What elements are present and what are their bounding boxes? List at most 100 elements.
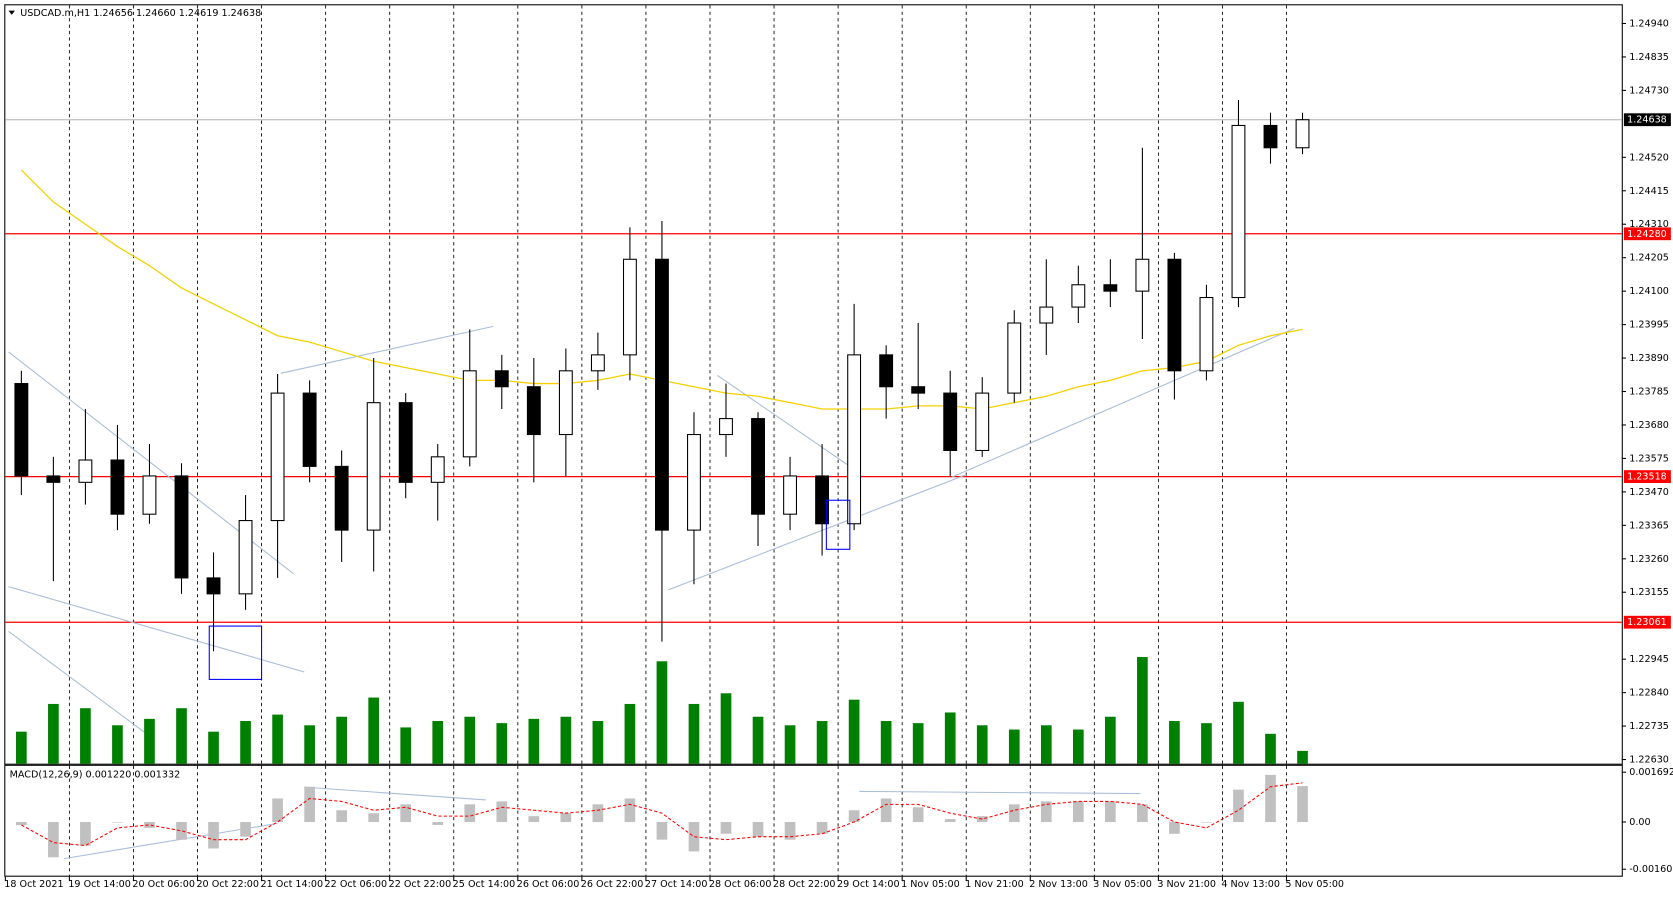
candle-body [622, 258, 637, 356]
candle-body [1071, 284, 1086, 308]
x-tick-label: 3 Nov 21:00 [1157, 879, 1216, 890]
current-price-bg [1623, 113, 1671, 127]
macd-bar [528, 816, 540, 823]
volume-bar [1169, 721, 1180, 764]
macd-bar [496, 801, 508, 823]
macd-bar [336, 810, 347, 823]
trendline [717, 374, 855, 470]
macd-y-tick-label: 0.00 [1629, 817, 1650, 828]
volume-bar [16, 731, 27, 764]
volume-bar [464, 716, 476, 764]
volume-bar [176, 708, 187, 764]
volume-bar [240, 721, 251, 764]
annotations [8, 10, 851, 680]
x-tick-label: 22 Oct 22:00 [389, 879, 452, 890]
macd-bar [976, 816, 988, 823]
dropdown-icon [8, 10, 15, 15]
macd-bar [304, 786, 315, 823]
macd-pane [4, 764, 1623, 877]
macd-bar [656, 822, 668, 840]
macd-bar [144, 822, 155, 828]
x-tick-label: 20 Oct 06:00 [132, 879, 195, 890]
data-layer [14, 99, 1310, 858]
x-tick-label: 21 Oct 14:00 [261, 879, 324, 890]
volume-bar [688, 703, 700, 764]
macd-bar [912, 807, 924, 823]
macd-bar [272, 798, 283, 823]
candle-body [1167, 258, 1182, 372]
y-tick-label: 1.24520 [1629, 152, 1669, 163]
macd-bar [592, 804, 604, 823]
x-tick-label: 28 Oct 22:00 [773, 879, 836, 890]
volume-bar [144, 718, 155, 764]
y-tick-label: 1.24415 [1629, 186, 1669, 197]
x-tick-label: 26 Oct 22:00 [581, 879, 644, 890]
x-tick-label: 20 Oct 22:00 [196, 879, 259, 890]
volume-bar [400, 727, 412, 764]
candle-body [398, 402, 413, 483]
candle-body [462, 370, 477, 458]
volume-bar [624, 703, 636, 764]
candle-body [494, 370, 509, 388]
candle-body [1103, 284, 1118, 292]
y-tick-label: 1.23680 [1629, 420, 1669, 431]
volume-bar [336, 716, 347, 764]
macd-bar [1008, 804, 1020, 823]
candle-body [366, 402, 381, 531]
volume-bar [944, 712, 956, 764]
volume-bar [784, 725, 796, 764]
candle-body [142, 475, 157, 515]
y-tick-label: 1.24310 [1629, 219, 1669, 230]
candle-body [526, 386, 541, 436]
level-label: 1.24280 [1627, 229, 1667, 240]
macd-bar [1297, 786, 1308, 823]
trendline [949, 328, 1295, 479]
y-tick-label: 1.22630 [1629, 755, 1669, 766]
volume-bar [560, 716, 572, 764]
x-tick-label: 4 Nov 13:00 [1221, 879, 1280, 890]
x-tick-label: 1 Nov 05:00 [901, 879, 960, 890]
candle-body [943, 392, 958, 451]
volume-bar [720, 693, 732, 764]
macd-bar [848, 810, 860, 823]
macd-bar [1137, 804, 1148, 823]
x-tick-label: 2 Nov 13:00 [1029, 879, 1088, 890]
macd-bar [880, 798, 892, 823]
volume-bar [976, 725, 988, 764]
volume-bar [656, 661, 668, 764]
volume-bar [1297, 750, 1308, 764]
macd-bar [1105, 801, 1116, 823]
volume-bar [208, 731, 219, 764]
x-tick-label: 1 Nov 21:00 [965, 879, 1024, 890]
volume-bar [528, 718, 540, 764]
macd-y-tick-label: -0.001605 [1629, 864, 1673, 875]
macd-bar [400, 804, 412, 823]
y-tick-label: 1.23890 [1629, 353, 1669, 364]
y-tick-label: 1.24730 [1629, 85, 1669, 96]
y-tick-label: 1.24940 [1629, 18, 1669, 29]
macd-title: MACD(12,26,9) 0.001220 0.001332 [10, 769, 181, 780]
level-label-bg [1623, 227, 1671, 241]
chart-title: USDCAD.m,H1 1.24656 1.24660 1.24619 1.24… [20, 8, 261, 19]
volume-bar [880, 721, 892, 764]
macd-bar [1040, 801, 1052, 823]
x-tick-label: 28 Oct 06:00 [709, 879, 772, 890]
volume-bar [1201, 723, 1212, 764]
candle-body [334, 465, 349, 531]
volume-bar [48, 703, 59, 764]
macd-bar [208, 822, 219, 849]
volume-bar [912, 723, 924, 764]
axes: 18 Oct 2021 19 Oct 14:00 20 Oct 06:00 20 Oc… [4, 18, 1673, 890]
macd-bar [816, 822, 828, 834]
candle-body [270, 392, 285, 522]
volume-bar [272, 714, 283, 764]
candle-body [1039, 306, 1054, 324]
candle-body [558, 370, 573, 436]
volume-bar [304, 725, 315, 764]
x-tick-label: 25 Oct 14:00 [453, 879, 516, 890]
y-tick-label: 1.23365 [1629, 520, 1669, 531]
y-tick-label: 1.23785 [1629, 387, 1669, 398]
volume-bar [848, 699, 860, 764]
candle-body [751, 418, 765, 515]
y-tick-label: 1.23995 [1629, 320, 1669, 331]
